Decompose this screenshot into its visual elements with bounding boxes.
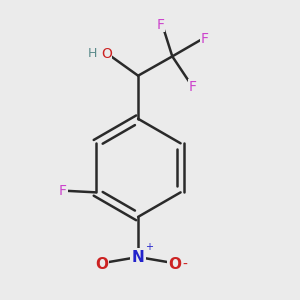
Text: O: O bbox=[101, 47, 112, 61]
Text: F: F bbox=[201, 32, 209, 46]
Text: O: O bbox=[168, 257, 181, 272]
Text: H: H bbox=[88, 47, 97, 61]
Text: F: F bbox=[189, 80, 197, 94]
Text: F: F bbox=[59, 184, 67, 198]
Text: N: N bbox=[132, 250, 145, 265]
Text: F: F bbox=[156, 18, 164, 32]
Text: O: O bbox=[95, 257, 108, 272]
Text: +: + bbox=[146, 242, 153, 253]
Text: -: - bbox=[182, 258, 187, 272]
